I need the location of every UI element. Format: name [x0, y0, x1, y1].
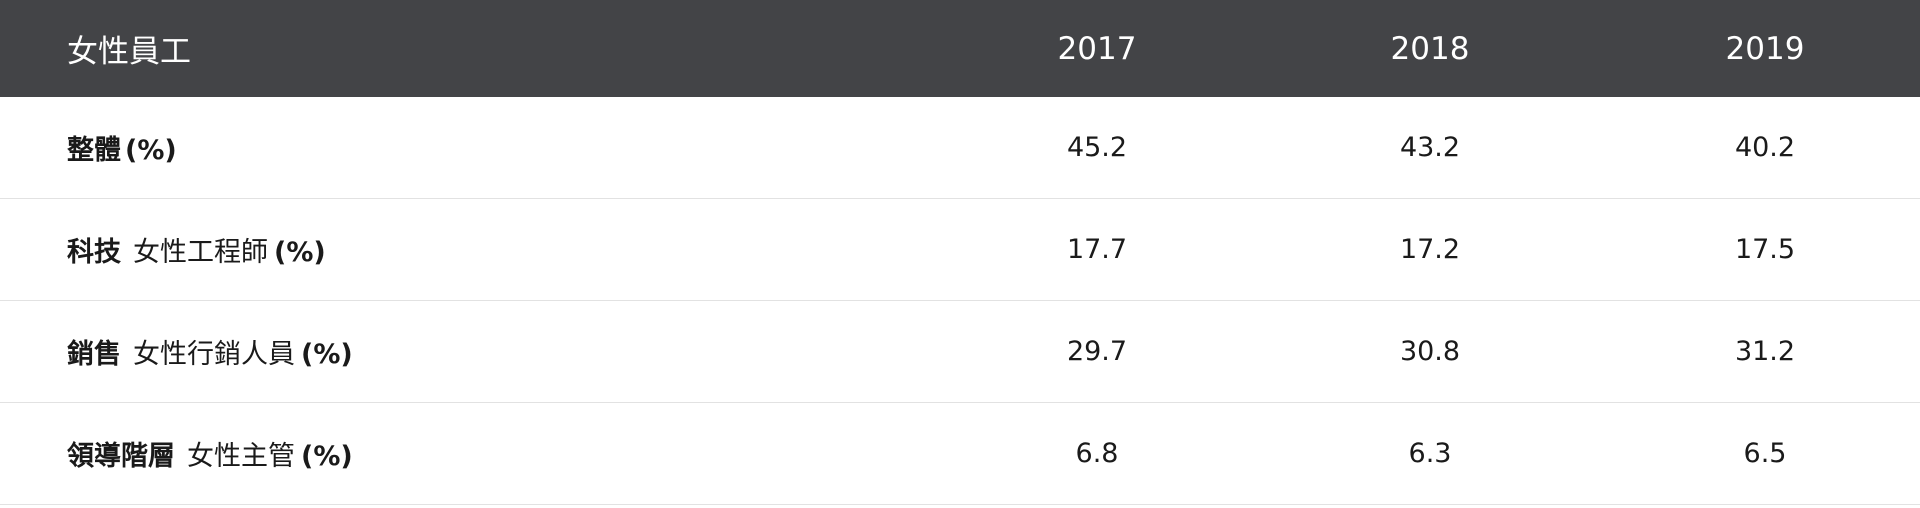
value-cell: 31.2: [1734, 336, 1796, 367]
header-cell: 2018: [1390, 30, 1470, 67]
row-unit: (%): [301, 339, 353, 370]
value-cell: 17.7: [1066, 234, 1128, 265]
value-cell: 6.8: [1075, 438, 1119, 469]
row-unit: (%): [301, 441, 353, 472]
header-row: 女性員工 2017 2018 2019: [0, 0, 1920, 97]
row-label: 領導階層 女性主管 (%): [67, 434, 353, 473]
table-row: 銷售 女性行銷人員 (%) 29.7 30.8 31.2: [0, 301, 1920, 403]
value-cell: 29.7: [1066, 336, 1128, 367]
table-row: 領導階層 女性主管 (%) 6.8 6.3 6.5: [0, 403, 1920, 505]
row-label: 銷售 女性行銷人員 (%): [67, 332, 353, 371]
row-label: 整體 (%): [67, 128, 177, 167]
value-cell: 30.8: [1399, 336, 1461, 367]
row-unit: (%): [274, 237, 326, 268]
header-cell: 2017: [1057, 30, 1137, 67]
value-cell: 45.2: [1066, 132, 1128, 163]
row-category: 領導階層: [67, 441, 175, 472]
row-description: 女性工程師: [133, 237, 268, 268]
row-category: 科技: [67, 237, 121, 268]
value-cell: 40.2: [1734, 132, 1796, 163]
row-description: 女性行銷人員: [133, 339, 295, 370]
row-label: 科技 女性工程師 (%): [67, 230, 326, 269]
row-category: 銷售: [67, 339, 121, 370]
row-unit: (%): [125, 135, 177, 166]
value-cell: 17.5: [1734, 234, 1796, 265]
table-row: 科技 女性工程師 (%) 17.7 17.2 17.5: [0, 199, 1920, 301]
value-cell: 6.3: [1408, 438, 1452, 469]
value-cell: 43.2: [1399, 132, 1461, 163]
row-category: 整體: [67, 135, 121, 166]
row-description: 女性主管: [187, 441, 295, 472]
header-cell: 2019: [1725, 30, 1805, 67]
header-cell: 女性員工: [67, 34, 191, 70]
value-cell: 6.5: [1743, 438, 1787, 469]
table-row: 整體 (%) 45.2 43.2 40.2: [0, 97, 1920, 199]
value-cell: 17.2: [1399, 234, 1461, 265]
